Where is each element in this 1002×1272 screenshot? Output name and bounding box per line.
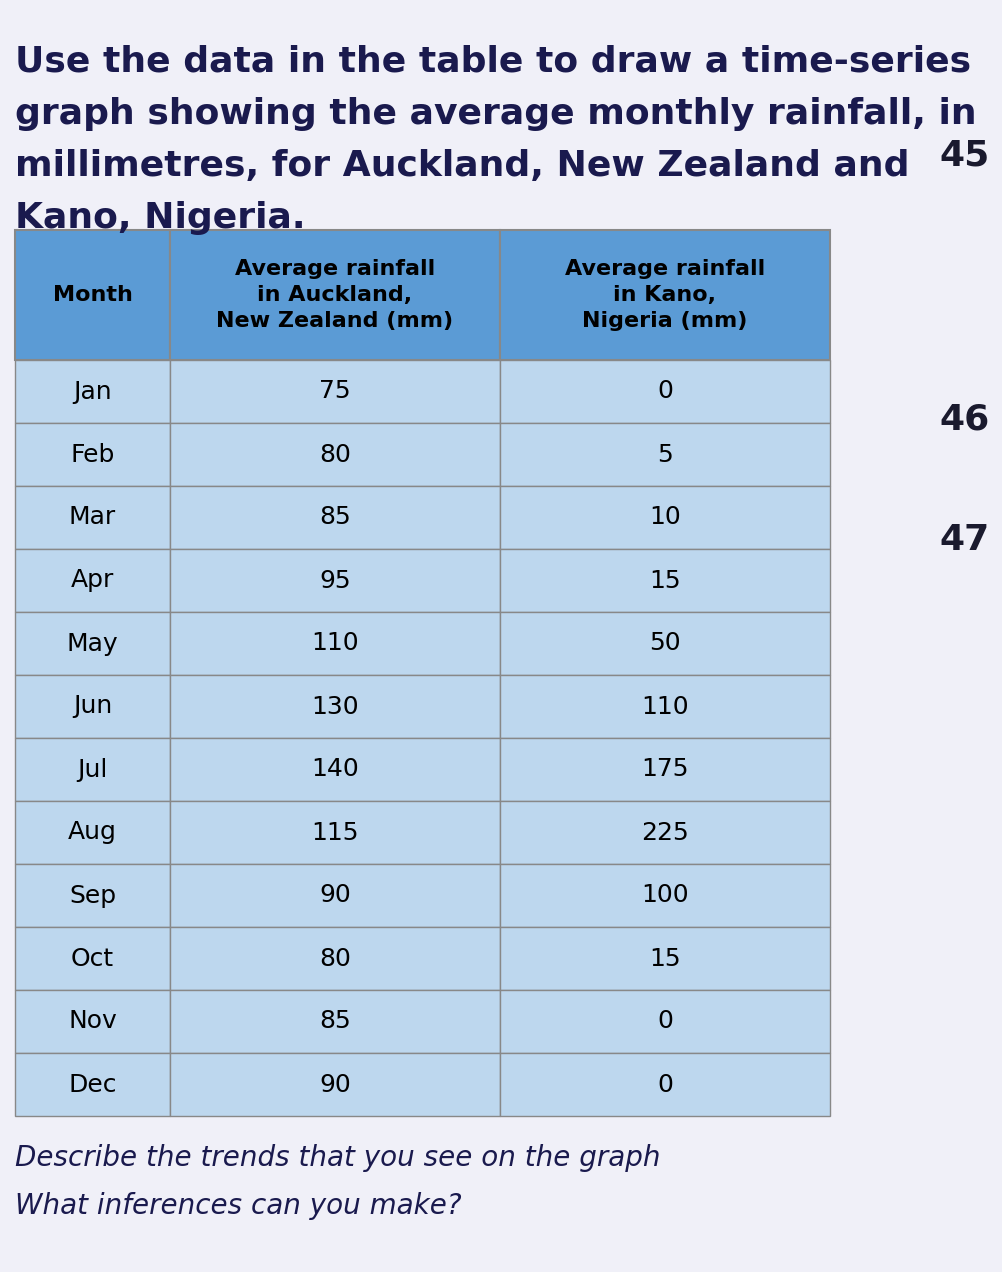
Bar — [15, 230, 170, 360]
Bar — [500, 1053, 830, 1116]
Text: Jul: Jul — [77, 758, 107, 781]
Text: 110: 110 — [312, 631, 359, 655]
Text: 15: 15 — [649, 946, 680, 971]
Text: What inferences can you make?: What inferences can you make? — [15, 1192, 462, 1220]
Text: 10: 10 — [649, 505, 681, 529]
Bar — [500, 486, 830, 550]
Bar — [170, 927, 500, 990]
Text: Apr: Apr — [71, 569, 114, 593]
Text: 90: 90 — [319, 884, 351, 907]
Text: Oct: Oct — [71, 946, 114, 971]
Text: 0: 0 — [657, 1072, 673, 1096]
Text: Average rainfall
in Auckland,
New Zealand (mm): Average rainfall in Auckland, New Zealan… — [216, 258, 454, 332]
Bar — [15, 864, 170, 927]
Text: 95: 95 — [320, 569, 351, 593]
Text: Jan: Jan — [73, 379, 112, 403]
Bar — [15, 1053, 170, 1116]
Text: 110: 110 — [641, 695, 688, 719]
Bar — [15, 675, 170, 738]
Bar — [15, 486, 170, 550]
Text: 46: 46 — [940, 403, 990, 438]
Text: 50: 50 — [649, 631, 680, 655]
Text: 80: 80 — [319, 443, 351, 467]
Text: graph showing the average monthly rainfall, in: graph showing the average monthly rainfa… — [15, 97, 977, 131]
Text: 15: 15 — [649, 569, 680, 593]
Bar — [170, 1053, 500, 1116]
Text: 47: 47 — [940, 523, 990, 557]
Text: May: May — [67, 631, 118, 655]
Bar — [500, 360, 830, 424]
Bar — [170, 550, 500, 612]
Bar — [500, 801, 830, 864]
Text: Use the data in the table to draw a time-series: Use the data in the table to draw a time… — [15, 45, 971, 79]
Text: Average rainfall
in Kano,
Nigeria (mm): Average rainfall in Kano, Nigeria (mm) — [565, 258, 766, 332]
Text: 85: 85 — [319, 1010, 351, 1033]
Text: 80: 80 — [319, 946, 351, 971]
Bar — [500, 230, 830, 360]
Bar — [15, 990, 170, 1053]
Text: Sep: Sep — [69, 884, 116, 907]
Bar — [170, 360, 500, 424]
Text: 115: 115 — [312, 820, 359, 845]
Bar — [170, 424, 500, 486]
Bar — [15, 612, 170, 675]
Text: Month: Month — [52, 285, 132, 305]
Bar — [170, 230, 500, 360]
Text: millimetres, for Auckland, New Zealand and: millimetres, for Auckland, New Zealand a… — [15, 149, 910, 183]
Text: 175: 175 — [641, 758, 688, 781]
Text: Aug: Aug — [68, 820, 117, 845]
Bar — [170, 486, 500, 550]
Text: Describe the trends that you see on the graph: Describe the trends that you see on the … — [15, 1144, 660, 1172]
Bar — [500, 738, 830, 801]
Bar — [15, 801, 170, 864]
Text: 90: 90 — [319, 1072, 351, 1096]
Bar — [500, 424, 830, 486]
Bar — [500, 675, 830, 738]
Bar — [170, 738, 500, 801]
Bar — [500, 550, 830, 612]
Text: Mar: Mar — [69, 505, 116, 529]
Bar — [500, 612, 830, 675]
Bar — [170, 990, 500, 1053]
Text: 0: 0 — [657, 379, 673, 403]
Text: 140: 140 — [312, 758, 359, 781]
Bar — [500, 864, 830, 927]
Text: Dec: Dec — [68, 1072, 117, 1096]
Text: 0: 0 — [657, 1010, 673, 1033]
Text: 75: 75 — [320, 379, 351, 403]
Text: Jun: Jun — [73, 695, 112, 719]
Bar — [170, 864, 500, 927]
Text: Feb: Feb — [70, 443, 114, 467]
Text: 225: 225 — [641, 820, 688, 845]
Bar — [15, 550, 170, 612]
Text: Nov: Nov — [68, 1010, 117, 1033]
Text: 130: 130 — [312, 695, 359, 719]
Text: Kano, Nigeria.: Kano, Nigeria. — [15, 201, 306, 235]
Bar — [170, 612, 500, 675]
Bar — [15, 424, 170, 486]
Text: 85: 85 — [319, 505, 351, 529]
Text: 5: 5 — [657, 443, 673, 467]
Text: 100: 100 — [641, 884, 688, 907]
Bar — [15, 360, 170, 424]
Bar — [15, 927, 170, 990]
Bar — [170, 675, 500, 738]
Bar — [170, 801, 500, 864]
Text: 45: 45 — [940, 137, 990, 172]
Bar — [500, 927, 830, 990]
Bar — [500, 990, 830, 1053]
Bar — [15, 738, 170, 801]
